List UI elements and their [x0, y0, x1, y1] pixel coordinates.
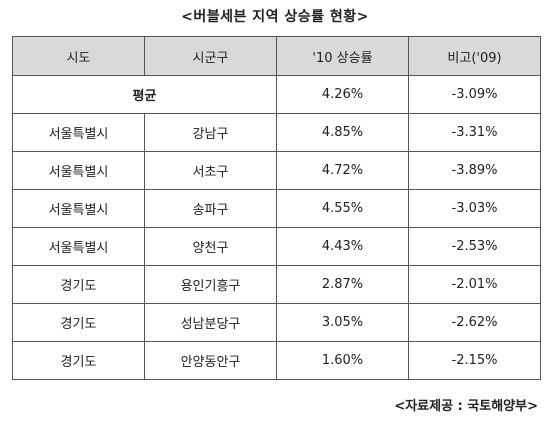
cell-note-2009: -3.31% [408, 113, 541, 152]
average-rate-2010: 4.26% [276, 75, 409, 114]
cell-sido: 경기도 [12, 341, 145, 380]
rate-table: 시도 시군구 '10 상승률 비고('09) 평균 4.26% -3.09% 서… [12, 36, 541, 380]
page-title: <버블세븐 지역 상승률 현황> [181, 9, 369, 25]
cell-rate-2010: 4.43% [276, 227, 409, 266]
header-sigungu: 시군구 [144, 36, 277, 76]
cell-note-2009: -2.53% [408, 227, 541, 266]
header-sido: 시도 [12, 36, 145, 76]
cell-note-2009: -2.62% [408, 303, 541, 342]
table-row: 서울특별시 강남구 4.85% -3.31% [12, 113, 541, 152]
cell-sido: 경기도 [12, 303, 145, 342]
cell-rate-2010: 1.60% [276, 341, 409, 380]
table-row: 서울특별시 서초구 4.72% -3.89% [12, 151, 541, 190]
average-row: 평균 4.26% -3.09% [12, 75, 541, 114]
table-row: 서울특별시 송파구 4.55% -3.03% [12, 189, 541, 228]
cell-sigungu: 강남구 [144, 113, 277, 152]
cell-sigungu: 송파구 [144, 189, 277, 228]
average-label: 평균 [12, 75, 277, 114]
cell-rate-2010: 3.05% [276, 303, 409, 342]
cell-sido: 경기도 [12, 265, 145, 304]
header-rate-2010: '10 상승률 [276, 36, 409, 76]
cell-note-2009: -3.89% [408, 151, 541, 190]
cell-note-2009: -2.01% [408, 265, 541, 304]
cell-sigungu: 양천구 [144, 227, 277, 266]
table-row: 서울특별시 양천구 4.43% -2.53% [12, 227, 541, 266]
cell-note-2009: -2.15% [408, 341, 541, 380]
cell-sido: 서울특별시 [12, 189, 145, 228]
table-header-row: 시도 시군구 '10 상승률 비고('09) [12, 36, 541, 76]
source-note: <자료제공 : 국토해양부> [394, 399, 538, 414]
cell-sigungu: 안양동안구 [144, 341, 277, 380]
table-row: 경기도 성남분당구 3.05% -2.62% [12, 303, 541, 342]
cell-sido: 서울특별시 [12, 113, 145, 152]
cell-rate-2010: 2.87% [276, 265, 409, 304]
table-row: 경기도 안양동안구 1.60% -2.15% [12, 341, 541, 380]
cell-sigungu: 성남분당구 [144, 303, 277, 342]
average-note-2009: -3.09% [408, 75, 541, 114]
cell-rate-2010: 4.72% [276, 151, 409, 190]
header-note-2009: 비고('09) [408, 36, 541, 76]
cell-sido: 서울특별시 [12, 151, 145, 190]
cell-sido: 서울특별시 [12, 227, 145, 266]
cell-rate-2010: 4.85% [276, 113, 409, 152]
cell-note-2009: -3.03% [408, 189, 541, 228]
cell-rate-2010: 4.55% [276, 189, 409, 228]
cell-sigungu: 서초구 [144, 151, 277, 190]
table-row: 경기도 용인기흥구 2.87% -2.01% [12, 265, 541, 304]
cell-sigungu: 용인기흥구 [144, 265, 277, 304]
